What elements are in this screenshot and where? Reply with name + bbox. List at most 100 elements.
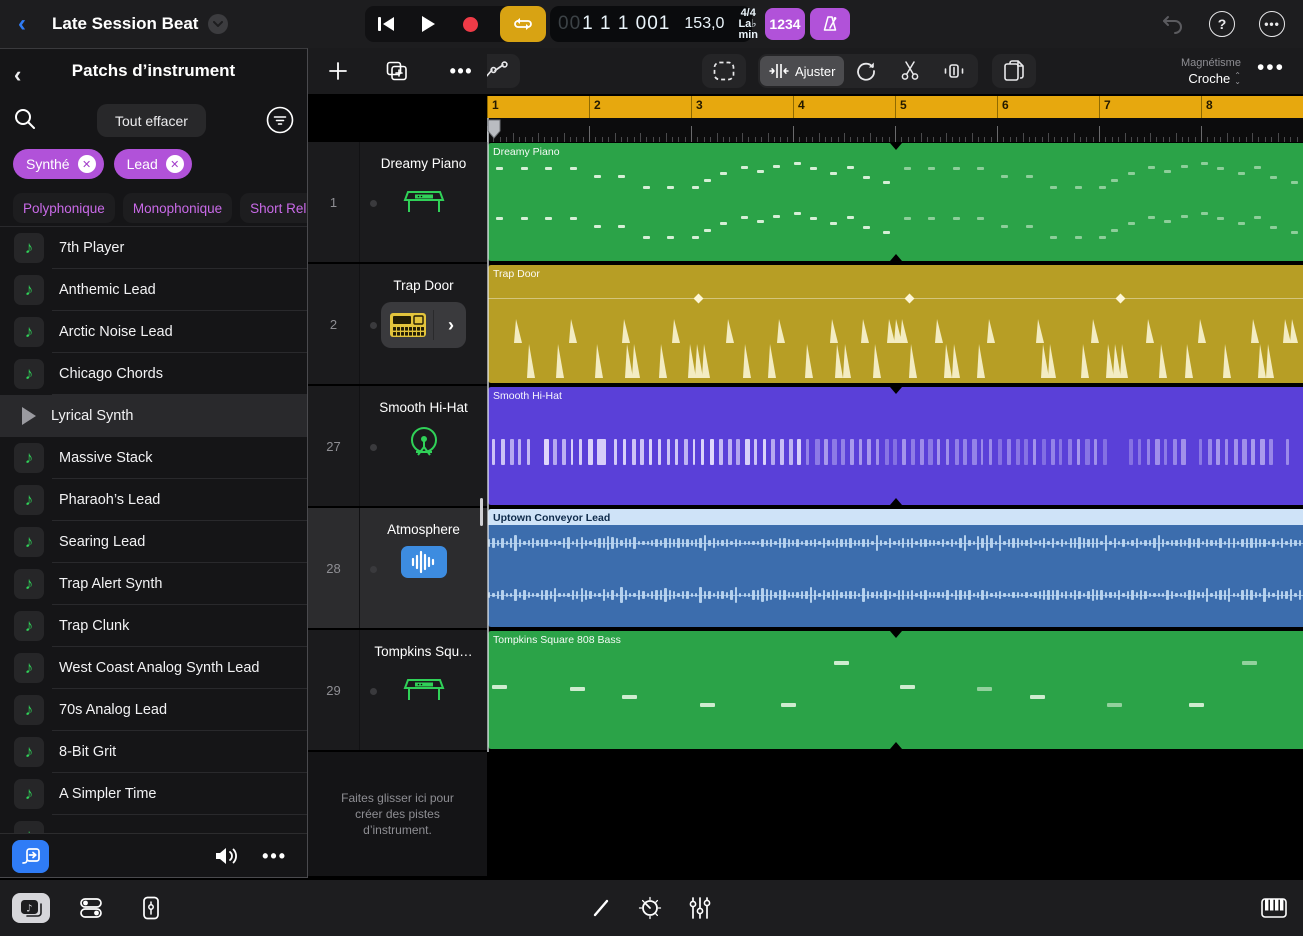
- list-item[interactable]: ♪ 70s Analog Lead: [0, 689, 307, 731]
- filter-option-short-release[interactable]: Short Release: [240, 193, 307, 223]
- browser-toggle-button[interactable]: ♪: [12, 893, 50, 923]
- ruler-tick: [914, 137, 916, 142]
- keyboard-icon[interactable]: [1261, 898, 1287, 918]
- list-item[interactable]: ♪: [0, 815, 307, 833]
- track-header-tompkins-squ-[interactable]: 29 Tompkins Squ…: [308, 630, 487, 750]
- clear-all-filters-button[interactable]: Tout effacer: [97, 104, 206, 137]
- audio-waveform-sample: [761, 539, 764, 547]
- divider: [433, 310, 434, 340]
- expand-track-stack-chevron[interactable]: ›: [448, 314, 454, 335]
- region-tompkins-square-808-bass[interactable]: Tompkins Square 808 Bass: [488, 631, 1303, 749]
- ruler-bar-7[interactable]: 7: [1099, 96, 1201, 118]
- region-dreamy-piano[interactable]: Dreamy Piano: [488, 143, 1303, 261]
- ruler-bar-6[interactable]: 6: [997, 96, 1099, 118]
- patch-name: 8-Bit Grit: [59, 744, 117, 760]
- region-trap-door[interactable]: Trap Door: [488, 265, 1303, 383]
- beat-ruler[interactable]: [487, 118, 1303, 142]
- music-note-icon: ♪: [14, 779, 44, 809]
- gate-button[interactable]: [932, 56, 976, 86]
- track-header-atmosphere[interactable]: 28 Atmosphere: [308, 508, 487, 628]
- track-controls-button[interactable]: [72, 893, 110, 923]
- filter-option-polyphonique[interactable]: Polyphonique: [13, 193, 115, 223]
- list-item[interactable]: ♪ West Coast Analog Synth Lead: [0, 647, 307, 689]
- list-item[interactable]: ♪ Trap Clunk: [0, 605, 307, 647]
- replace-patch-button[interactable]: [12, 839, 49, 873]
- snap-setting[interactable]: Magnétisme Croche ⌃ ⌄: [1181, 56, 1241, 86]
- midi-note: [1254, 216, 1262, 219]
- track-header-smooth-hi-hat[interactable]: 27 Smooth Hi-Hat: [308, 386, 487, 506]
- audio-waveform-sample: [932, 540, 936, 546]
- cycle-button[interactable]: [500, 6, 546, 42]
- midi-note: [797, 439, 802, 465]
- select-regions-button[interactable]: [702, 54, 746, 88]
- play-button[interactable]: [407, 6, 449, 42]
- split-button[interactable]: [888, 56, 932, 86]
- region-smooth-hi-hat[interactable]: Smooth Hi-Hat: [488, 387, 1303, 505]
- track-icon-chip[interactable]: ›: [381, 302, 466, 348]
- audio-waveform-sample: [584, 539, 588, 547]
- go-to-beginning-button[interactable]: [365, 6, 407, 42]
- drum-hit: [830, 319, 839, 343]
- list-item[interactable]: Lyrical Synth: [0, 395, 307, 437]
- track-header-trap-door[interactable]: 2 Trap Door ›: [308, 264, 487, 384]
- metronome-button[interactable]: [810, 8, 850, 40]
- track-header-dreamy-piano[interactable]: 1 Dreamy Piano: [308, 142, 487, 262]
- list-item[interactable]: ♪ Trap Alert Synth: [0, 563, 307, 605]
- browser-back-button[interactable]: ‹: [14, 57, 21, 93]
- list-item[interactable]: ♪ Pharaoh’s Lead: [0, 479, 307, 521]
- patch-name: West Coast Analog Synth Lead: [59, 660, 260, 676]
- vertical-scrollbar[interactable]: [480, 498, 483, 526]
- ruler-bar-1[interactable]: 1: [487, 96, 589, 118]
- paste-button[interactable]: [992, 54, 1037, 88]
- tag-chip-lead[interactable]: Lead ✕: [113, 149, 192, 179]
- duplicate-track-button[interactable]: [368, 61, 426, 81]
- filter-button[interactable]: [266, 106, 294, 134]
- ruler-bar-2[interactable]: 2: [589, 96, 691, 118]
- list-item[interactable]: ♪ Arctic Noise Lead: [0, 311, 307, 353]
- empty-track-drop-zone[interactable]: Faites glisser ici pour créer des pistes…: [308, 752, 487, 876]
- list-item[interactable]: ♪ Anthemic Lead: [0, 269, 307, 311]
- audio-waveform-sample: [1298, 589, 1301, 601]
- list-item[interactable]: ♪ A Simpler Time: [0, 773, 307, 815]
- toolbar-more-button[interactable]: •••: [1256, 56, 1285, 79]
- playhead-handle[interactable]: [487, 119, 501, 139]
- list-item[interactable]: ♪ Chicago Chords: [0, 353, 307, 395]
- track-list-more-button[interactable]: •••: [449, 60, 473, 81]
- music-note-icon: ♪: [14, 485, 44, 515]
- list-item[interactable]: ♪ Searing Lead: [0, 521, 307, 563]
- count-in-button[interactable]: 1234: [765, 8, 805, 40]
- remove-tag-icon[interactable]: ✕: [77, 155, 96, 173]
- project-menu-button[interactable]: [208, 14, 229, 34]
- drum-hit: [835, 344, 844, 378]
- ruler-bar-3[interactable]: 3: [691, 96, 793, 118]
- list-item[interactable]: ♪ Massive Stack: [0, 437, 307, 479]
- search-button[interactable]: [13, 107, 37, 131]
- ruler-tick: [550, 137, 552, 142]
- list-item[interactable]: ♪ 7th Player: [0, 227, 307, 269]
- add-track-button[interactable]: [308, 61, 368, 81]
- audio-waveform-sample: [902, 589, 905, 600]
- lcd-display[interactable]: 00 1 1 1 001 153,0 4/4 La♭ min: [550, 6, 758, 42]
- preview-volume-icon[interactable]: [214, 846, 240, 866]
- undo-icon[interactable]: [1161, 13, 1185, 35]
- more-menu-button[interactable]: •••: [1259, 11, 1285, 37]
- remove-tag-icon[interactable]: ✕: [165, 155, 184, 173]
- back-button[interactable]: ‹: [18, 0, 26, 48]
- knob-icon[interactable]: [638, 896, 662, 920]
- browser-more-button[interactable]: •••: [262, 845, 287, 866]
- region-uptown-conveyor-lead[interactable]: Uptown Conveyor Lead: [488, 509, 1303, 627]
- mixer-icon[interactable]: [688, 896, 712, 920]
- record-button[interactable]: [449, 6, 491, 42]
- ruler-bar-8[interactable]: 8: [1201, 96, 1303, 118]
- tag-chip-synthé[interactable]: Synthé ✕: [13, 149, 104, 179]
- ruler-bar-5[interactable]: 5: [895, 96, 997, 118]
- list-item[interactable]: ♪ 8-Bit Grit: [0, 731, 307, 773]
- filter-option-monophonique[interactable]: Monophonique: [122, 193, 233, 223]
- loop-region-button[interactable]: [844, 56, 888, 86]
- pencil-icon[interactable]: [592, 898, 612, 918]
- plugins-button[interactable]: [132, 893, 170, 923]
- help-button[interactable]: ?: [1209, 11, 1235, 37]
- adjust-button[interactable]: Ajuster: [760, 56, 845, 86]
- ruler-bar-4[interactable]: 4: [793, 96, 895, 118]
